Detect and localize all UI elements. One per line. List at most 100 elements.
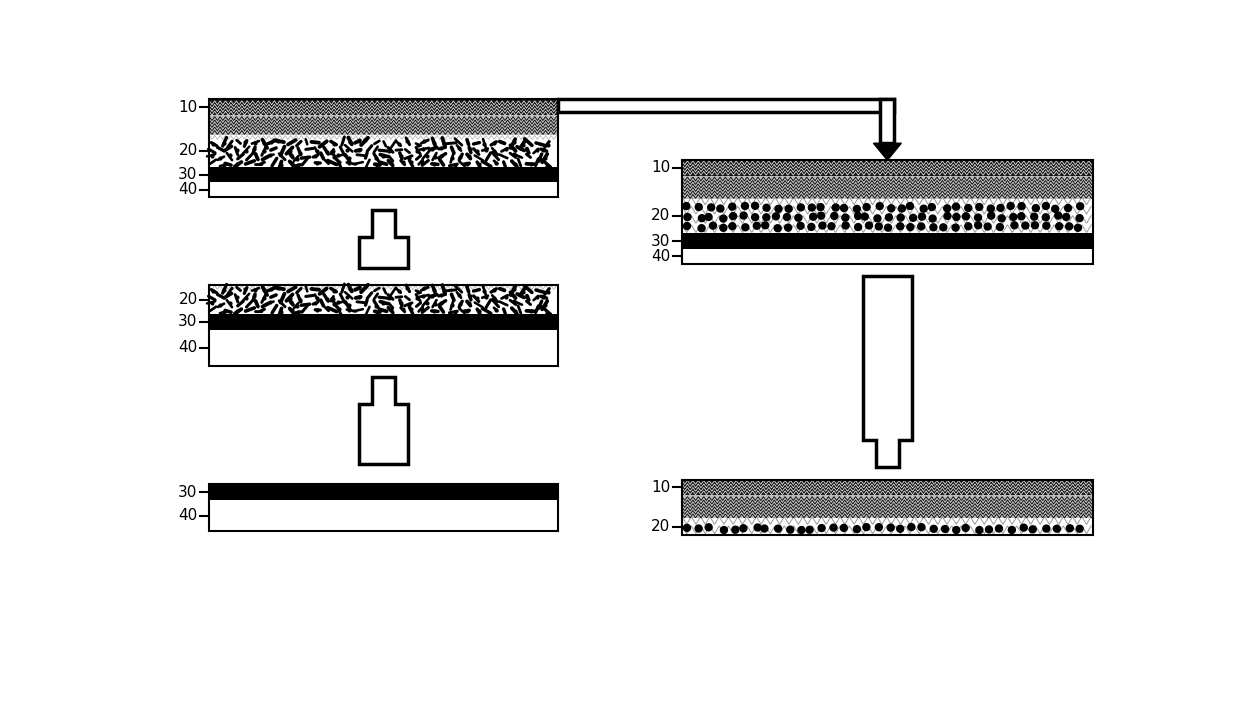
- Circle shape: [797, 526, 805, 534]
- Circle shape: [919, 213, 925, 220]
- Circle shape: [897, 526, 904, 532]
- Circle shape: [853, 205, 861, 212]
- Circle shape: [720, 224, 727, 231]
- Circle shape: [929, 204, 935, 210]
- Circle shape: [832, 204, 839, 211]
- Circle shape: [976, 526, 983, 534]
- Circle shape: [910, 215, 916, 221]
- Circle shape: [763, 204, 770, 211]
- Text: 30: 30: [179, 315, 197, 329]
- Text: 40: 40: [651, 249, 671, 264]
- Circle shape: [976, 204, 983, 210]
- Circle shape: [808, 223, 815, 231]
- Circle shape: [1043, 214, 1049, 220]
- Circle shape: [817, 204, 825, 210]
- Circle shape: [965, 204, 972, 212]
- Bar: [210, 285, 558, 365]
- Circle shape: [918, 223, 925, 230]
- Circle shape: [830, 524, 837, 531]
- Circle shape: [888, 524, 894, 531]
- Circle shape: [929, 215, 936, 222]
- Circle shape: [732, 526, 739, 533]
- Bar: [210, 99, 558, 197]
- Circle shape: [853, 526, 861, 533]
- Circle shape: [930, 526, 937, 532]
- Circle shape: [1007, 202, 1014, 210]
- Text: 20: 20: [651, 519, 671, 534]
- Circle shape: [965, 223, 972, 230]
- Circle shape: [831, 212, 838, 220]
- Circle shape: [1063, 214, 1070, 220]
- Text: 10: 10: [651, 160, 671, 175]
- Circle shape: [706, 524, 712, 531]
- Circle shape: [841, 524, 847, 531]
- Circle shape: [875, 223, 883, 230]
- Circle shape: [841, 204, 847, 212]
- Text: 10: 10: [179, 99, 197, 115]
- Circle shape: [683, 223, 691, 230]
- Circle shape: [1009, 214, 1017, 220]
- Circle shape: [854, 212, 862, 220]
- Circle shape: [941, 526, 949, 532]
- Bar: [880, 99, 894, 144]
- Circle shape: [1055, 212, 1061, 219]
- Circle shape: [862, 213, 868, 220]
- Circle shape: [729, 203, 735, 210]
- Bar: [210, 285, 558, 314]
- Circle shape: [863, 204, 870, 210]
- Circle shape: [1076, 526, 1084, 532]
- Circle shape: [888, 204, 895, 212]
- Polygon shape: [873, 144, 901, 160]
- Circle shape: [987, 205, 994, 212]
- Circle shape: [1043, 525, 1050, 532]
- Circle shape: [683, 524, 691, 531]
- Circle shape: [908, 523, 915, 531]
- Text: 20: 20: [651, 209, 671, 223]
- Circle shape: [975, 214, 982, 221]
- Circle shape: [875, 523, 883, 531]
- Circle shape: [740, 525, 746, 531]
- Circle shape: [986, 526, 992, 533]
- Polygon shape: [358, 377, 408, 464]
- Circle shape: [1066, 525, 1074, 531]
- Circle shape: [740, 212, 748, 219]
- Bar: [682, 175, 1092, 199]
- Circle shape: [997, 204, 1004, 212]
- Circle shape: [996, 525, 1002, 532]
- Circle shape: [898, 214, 904, 221]
- Circle shape: [696, 204, 702, 210]
- Circle shape: [877, 202, 883, 210]
- Circle shape: [952, 224, 959, 231]
- Text: 30: 30: [179, 484, 197, 500]
- Bar: [682, 199, 1092, 233]
- Circle shape: [1065, 223, 1073, 230]
- Circle shape: [906, 223, 914, 231]
- Circle shape: [785, 205, 792, 212]
- Circle shape: [952, 526, 960, 534]
- Circle shape: [751, 214, 759, 220]
- Circle shape: [985, 223, 991, 230]
- Circle shape: [795, 215, 802, 221]
- Bar: [210, 99, 558, 115]
- Circle shape: [918, 523, 925, 531]
- Circle shape: [817, 212, 825, 219]
- Circle shape: [842, 214, 849, 221]
- Circle shape: [962, 524, 970, 531]
- Circle shape: [854, 223, 862, 231]
- Circle shape: [808, 204, 816, 211]
- Circle shape: [944, 212, 951, 220]
- Bar: [210, 314, 558, 330]
- Circle shape: [1043, 202, 1049, 210]
- Bar: [210, 484, 558, 500]
- Circle shape: [754, 524, 761, 531]
- Circle shape: [797, 204, 805, 211]
- Circle shape: [1008, 526, 1016, 534]
- Circle shape: [698, 225, 706, 232]
- Bar: [682, 160, 1092, 264]
- Polygon shape: [358, 210, 408, 268]
- Circle shape: [1054, 525, 1060, 532]
- Circle shape: [708, 204, 714, 211]
- Text: 20: 20: [179, 144, 197, 158]
- Circle shape: [1021, 524, 1027, 531]
- Circle shape: [683, 202, 689, 210]
